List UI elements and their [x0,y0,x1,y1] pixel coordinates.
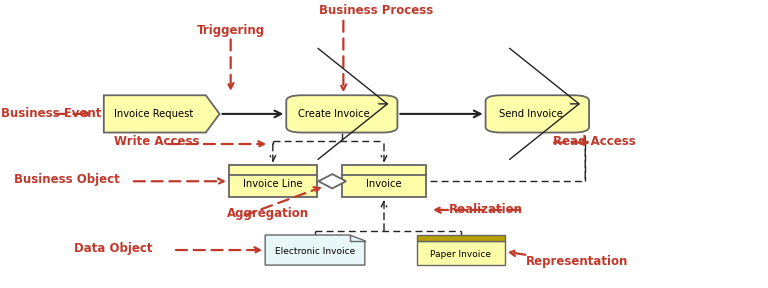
Text: Business Event: Business Event [1,107,101,120]
Text: Invoice Request: Invoice Request [114,109,194,119]
Text: Read Access: Read Access [553,134,635,148]
Bar [416,241,505,265]
Text: Paper Invoice: Paper Invoice [430,250,492,259]
Polygon shape [265,235,365,265]
Bar [342,166,426,197]
Text: Realization: Realization [449,203,523,216]
FancyBboxPatch shape [286,95,397,132]
Text: Triggering: Triggering [197,24,265,37]
Text: Send Invoice: Send Invoice [499,109,563,119]
Bar [229,166,317,197]
Text: Aggregation: Aggregation [227,207,309,220]
Text: Invoice: Invoice [366,179,402,189]
Text: Electronic Invoice: Electronic Invoice [275,247,355,256]
Text: Business Process: Business Process [319,4,433,17]
FancyBboxPatch shape [485,95,589,132]
Polygon shape [319,174,346,188]
Text: Create Invoice: Create Invoice [298,109,370,119]
Text: Data Object: Data Object [74,242,152,255]
Polygon shape [104,95,220,132]
Text: Representation: Representation [526,255,628,268]
Text: Invoice Line: Invoice Line [243,179,303,189]
Text: Business Object: Business Object [15,173,121,186]
Text: Write Access: Write Access [114,134,200,148]
Bar [416,235,505,241]
